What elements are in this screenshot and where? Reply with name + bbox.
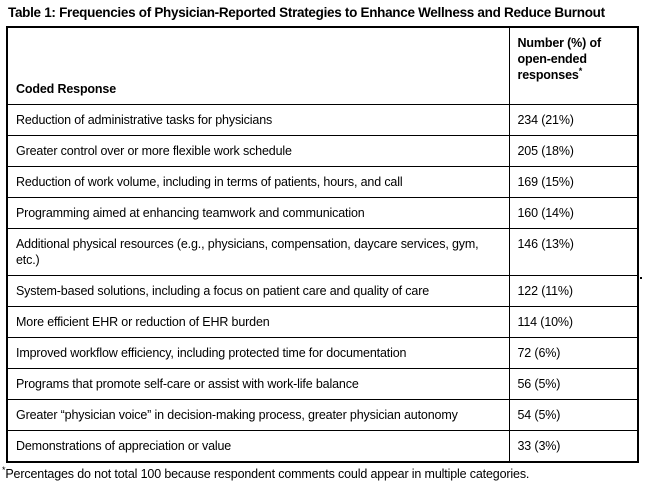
response-cell: Reduction of work volume, including in t… [6,166,510,198]
column-header-count-label: Number (%) of open-ended responses [517,36,602,82]
table-header-row: Coded Response Number (%) of open-ended … [6,26,639,105]
response-cell: Additional physical resources (e.g., phy… [6,228,510,276]
table-row: Reduction of administrative tasks for ph… [6,104,639,136]
response-cell: More efficient EHR or reduction of EHR b… [6,306,510,338]
stray-dot-artifact [640,277,642,279]
footnote-text: Percentages do not total 100 because res… [5,467,530,481]
footnote-marker: * [2,464,6,475]
count-cell: 234 (21%) [508,104,639,136]
count-cell: 146 (13%) [508,228,639,276]
count-cell: 33 (3%) [508,430,639,463]
column-header-coded-response: Coded Response [6,26,510,105]
response-cell: Reduction of administrative tasks for ph… [6,104,510,136]
count-cell: 169 (15%) [508,166,639,198]
table-row: Additional physical resources (e.g., phy… [6,228,639,276]
column-header-count: Number (%) of open-ended responses* [508,26,639,105]
count-cell: 160 (14%) [508,197,639,229]
table-row: Greater control over or more flexible wo… [6,135,639,167]
count-cell: 114 (10%) [508,306,639,338]
paper-table-figure: Table 1: Frequencies of Physician-Report… [2,5,668,482]
count-cell: 72 (6%) [508,337,639,369]
table-row: System-based solutions, including a focu… [6,275,639,307]
response-cell: Greater control over or more flexible wo… [6,135,510,167]
response-cell: Programs that promote self-care or assis… [6,368,510,400]
response-cell: Greater “physician voice” in decision-ma… [6,399,510,431]
count-cell: 205 (18%) [508,135,639,167]
table-row: Reduction of work volume, including in t… [6,166,639,198]
table-row: Demonstrations of appreciation or value … [6,430,639,463]
count-cell: 56 (5%) [508,368,639,400]
response-cell: Improved workflow efficiency, including … [6,337,510,369]
table-row: Programs that promote self-care or assis… [6,368,639,400]
table-row: More efficient EHR or reduction of EHR b… [6,306,639,338]
frequencies-table: Coded Response Number (%) of open-ended … [6,26,639,463]
count-cell: 122 (11%) [508,275,639,307]
footnote-marker-superscript: * [578,65,583,76]
table-title: Table 1: Frequencies of Physician-Report… [8,5,605,20]
response-cell: System-based solutions, including a focu… [6,275,510,307]
table-row: Programming aimed at enhancing teamwork … [6,197,639,229]
response-cell: Programming aimed at enhancing teamwork … [6,197,510,229]
table-row: Improved workflow efficiency, including … [6,337,639,369]
table-row: Greater “physician voice” in decision-ma… [6,399,639,431]
table-footnote: *Percentages do not total 100 because re… [2,464,668,482]
response-cell: Demonstrations of appreciation or value [6,430,510,463]
count-cell: 54 (5%) [508,399,639,431]
